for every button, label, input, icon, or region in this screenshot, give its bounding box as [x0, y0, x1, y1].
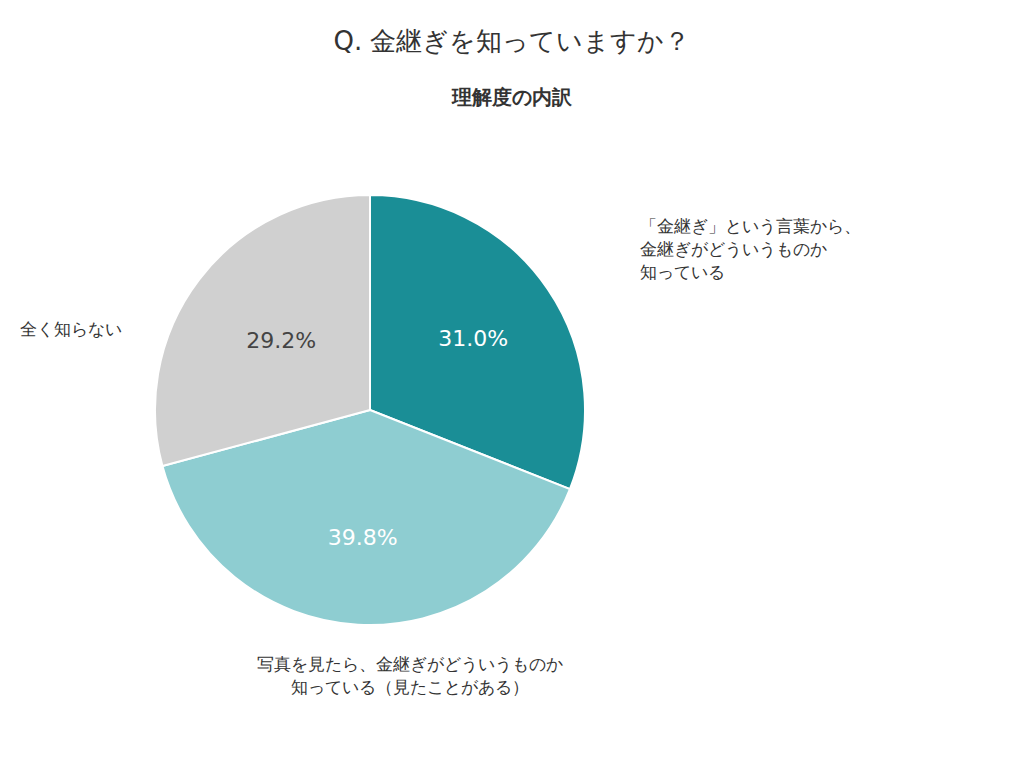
category-label-line: 写真を見たら、金継ぎがどういうものか	[257, 654, 563, 674]
data-label-line: 39.8%	[328, 525, 398, 550]
category-label-line: 金継ぎがどういうものか	[640, 239, 827, 259]
chart-container: Q. 金継ぎを知っていますか？理解度の内訳31.0%39.8%29.2%「金継ぎ…	[0, 0, 1024, 768]
data-labels: 31.0% 39.8% 29.2%	[246, 326, 508, 550]
data-label: 29.2%	[246, 328, 316, 353]
pie	[155, 195, 585, 625]
data-label-line: 29.2%	[246, 328, 316, 353]
data-label: 39.8%	[328, 525, 398, 550]
data-label-line: 31.0%	[438, 326, 508, 351]
subtitle: 理解度の内訳	[451, 85, 573, 109]
subtitle-line: 理解度の内訳	[451, 85, 573, 109]
category-label-line: 知っている	[640, 262, 725, 282]
category-label: 写真を見たら、金継ぎがどういうものか知っている（見たことがある）	[257, 654, 563, 697]
pie-slice	[155, 195, 370, 466]
data-label: 31.0%	[438, 326, 508, 351]
chart-svg: Q. 金継ぎを知っていますか？理解度の内訳31.0%39.8%29.2%「金継ぎ…	[0, 0, 1024, 768]
category-label-line: 「金継ぎ」という言葉から、	[640, 216, 861, 236]
category-label-line: 全く知らない	[20, 319, 122, 339]
title: Q. 金継ぎを知っていますか？	[334, 26, 691, 56]
category-label: 「金継ぎ」という言葉から、金継ぎがどういうものか知っている	[640, 216, 861, 282]
category-label-line: 知っている（見たことがある）	[291, 677, 529, 697]
title-line: Q. 金継ぎを知っていますか？	[334, 26, 691, 56]
category-label: 全く知らない	[20, 319, 122, 339]
category-labels: 「金継ぎ」という言葉から、金継ぎがどういうものか知っている写真を見たら、金継ぎが…	[20, 216, 861, 697]
